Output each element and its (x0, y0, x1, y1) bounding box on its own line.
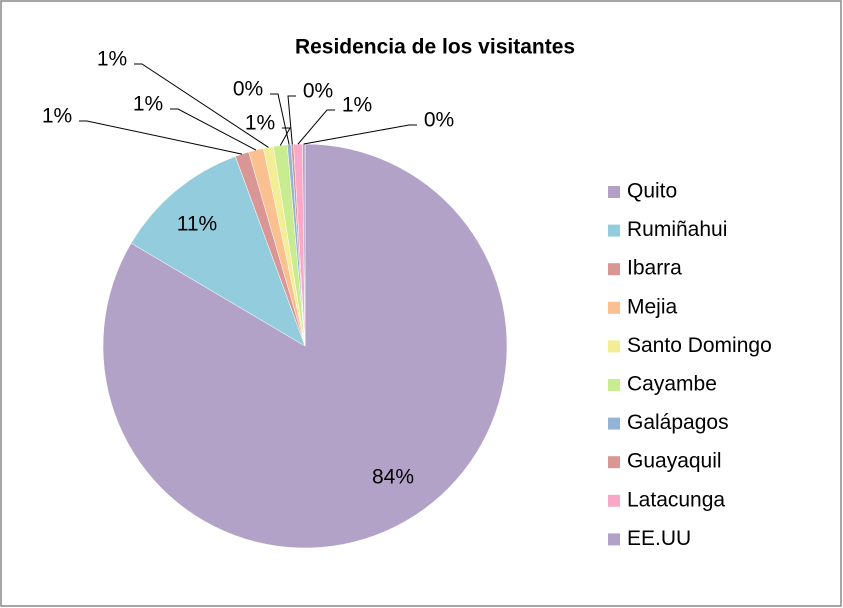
leader-line (287, 95, 296, 145)
leader-line (79, 120, 243, 155)
leader-line (170, 108, 257, 151)
legend-swatch (608, 379, 620, 391)
data-label: 1% (245, 112, 275, 135)
data-label: 0% (303, 80, 333, 103)
legend-swatch (608, 417, 620, 430)
legend-label: Cayambe (627, 373, 717, 396)
data-label: 0% (233, 78, 263, 101)
data-label: 1% (342, 94, 372, 117)
legend-label: Ibarra (627, 257, 682, 280)
leader-line (303, 124, 417, 145)
data-label: 0% (424, 109, 454, 132)
legend-label: EE.UU (627, 527, 691, 550)
legend-label: Mejia (627, 295, 678, 318)
legend-swatch (608, 456, 620, 469)
legend-label: Rumiñahui (627, 218, 727, 241)
legend-swatch (608, 263, 620, 276)
data-label: 11% (177, 213, 217, 236)
legend-label: Galápagos (627, 411, 729, 434)
data-label: 84% (372, 466, 414, 489)
pie-slice (130, 156, 306, 347)
legend-swatch (608, 533, 620, 546)
leader-line (270, 93, 290, 145)
legend-swatch (608, 340, 620, 353)
legend-swatch (608, 224, 620, 237)
chart-title: Residencia de los visitantes (295, 36, 575, 59)
legend-swatch (608, 301, 620, 314)
data-label: 1% (97, 48, 127, 71)
legend-label: Latacunga (627, 488, 725, 511)
legend-swatch (608, 494, 620, 507)
legend-label: Guayaquil (627, 450, 722, 473)
data-label: 1% (133, 93, 163, 116)
legend-swatch (608, 186, 620, 198)
legend-label: Quito (627, 180, 677, 203)
leader-line (297, 109, 335, 145)
leader-line (279, 127, 291, 146)
legend-label: Santo Domingo (627, 334, 772, 357)
leader-line (134, 63, 269, 148)
data-label: 1% (42, 105, 72, 128)
